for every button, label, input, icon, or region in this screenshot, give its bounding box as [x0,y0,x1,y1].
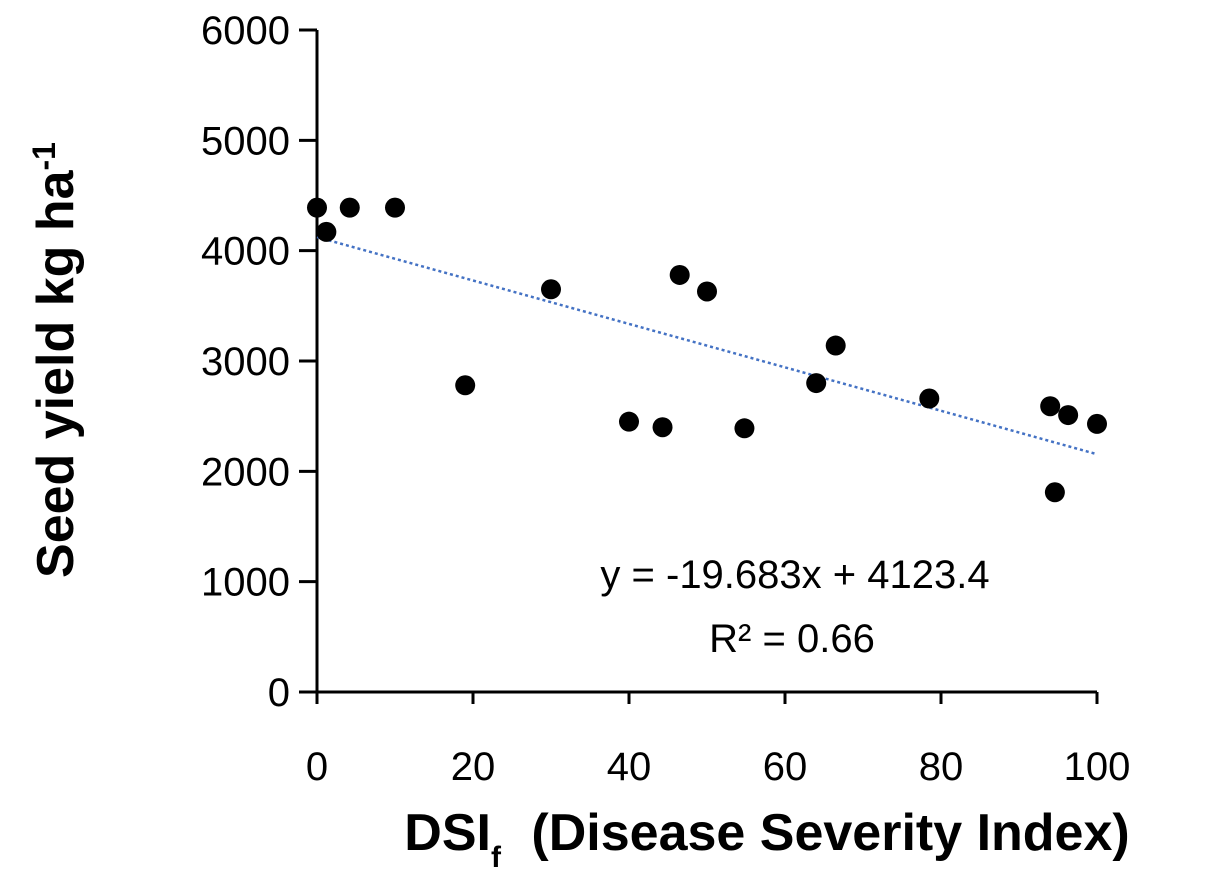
plot-area: 0 1000 2000 3000 4000 5000 6000 0 20 40 60 80 100 [201,9,1130,789]
x-tick-label: 20 [451,745,496,789]
y-axis-title: Seed yield kg ha-1 [26,142,85,578]
data-point [669,264,690,285]
y-axis-title-main: Seed yield kg ha [27,169,85,578]
data-point [541,279,561,300]
data-point [619,411,639,432]
y-tick-label: 0 [268,671,290,715]
x-tick-label: 100 [1064,745,1131,789]
data-point [385,197,405,218]
y-tick-label: 5000 [201,119,290,163]
x-tick-label: 0 [306,745,328,789]
data-point [1058,405,1079,426]
data-point [919,388,940,409]
data-point [652,417,673,438]
data-point [455,375,476,396]
y-tick-label: 4000 [201,230,290,274]
x-tick-label: 80 [919,745,964,789]
r-squared-label: R² = 0.66 [709,617,875,661]
y-axis-title-superscript: -1 [26,142,62,170]
data-point [339,197,360,218]
data-point [1087,413,1107,434]
y-tick-label: 1000 [201,561,290,605]
x-tick-label: 40 [607,745,652,789]
y-tick-label: 3000 [201,340,290,384]
trendline [316,235,1098,456]
data-point [1044,482,1065,503]
y-axis-ticks: 0 1000 2000 3000 4000 5000 6000 [201,9,317,715]
x-axis-title-subscript: f [491,841,502,869]
data-point [806,373,827,394]
y-tick-label: 2000 [201,450,290,494]
x-axis-title-main: DSI [404,804,491,862]
x-tick-label: 60 [763,745,808,789]
data-point [697,281,717,302]
x-axis-title-rest: (Disease Severity Index) [531,804,1129,862]
data-point [1040,396,1061,417]
data-point [825,335,846,356]
data-point [307,197,327,218]
y-tick-label: 6000 [201,9,290,53]
data-points [307,197,1107,503]
x-axis-ticks: 0 20 40 60 80 100 [306,692,1131,789]
trendline-equation: y = -19.683x + 4123.4 [600,553,989,597]
x-axis-title: DSIf (Disease Severity Index) [404,804,1129,869]
y-axis-title-text: Seed yield kg ha-1 [26,142,85,578]
data-point [316,221,337,242]
x-axis-title-space [517,804,531,862]
data-point [734,418,755,439]
